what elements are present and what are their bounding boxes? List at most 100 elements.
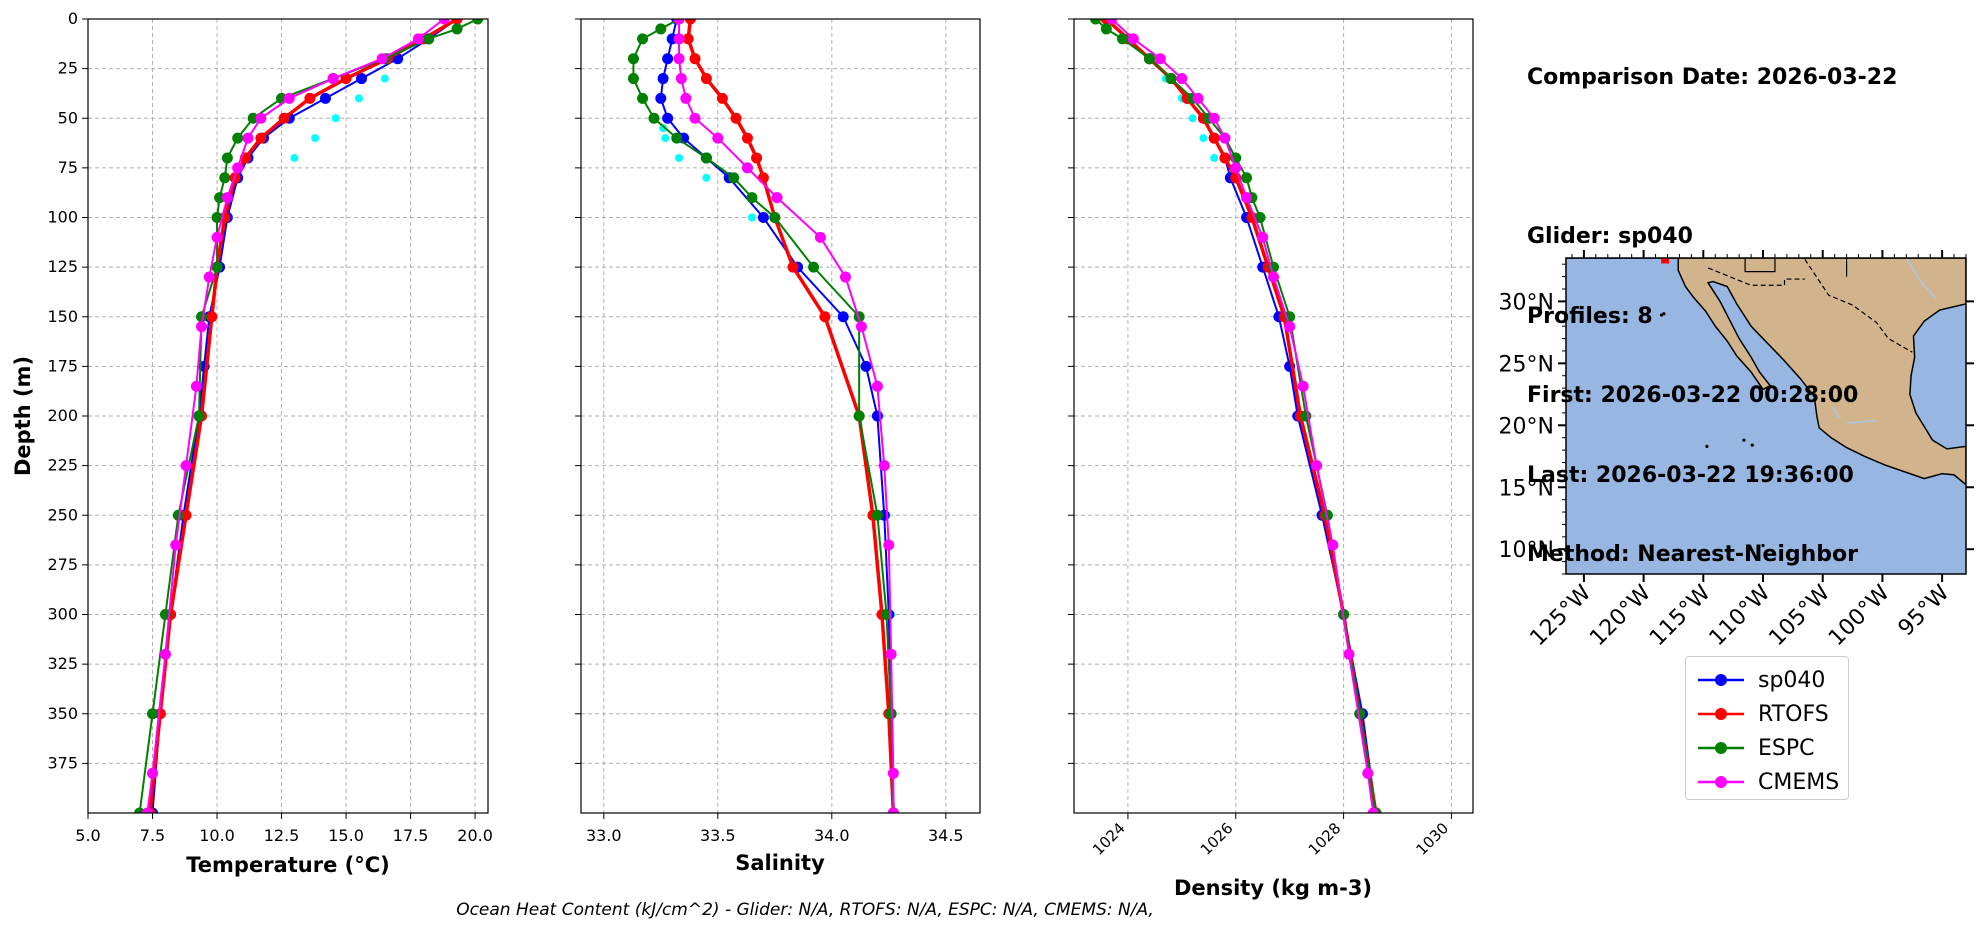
y-tick-label: 375 — [47, 753, 78, 772]
data-point-rtofs — [751, 152, 763, 164]
data-point-cmems — [1154, 53, 1166, 65]
legend-swatch-espc — [1698, 742, 1744, 754]
data-point-rtofs — [757, 172, 769, 184]
data-point-cmems — [887, 807, 899, 813]
first-time: First: 2026-03-22 00:28:00 — [1527, 383, 1859, 408]
map-lat-label: 30°N — [1499, 290, 1554, 315]
x-tick-label: 12.5 — [264, 826, 300, 845]
data-point-cmems — [887, 767, 899, 779]
data-point-rtofs — [206, 311, 218, 323]
salinity-panel: 33.0 33.5 34.0 34.5 Salinity — [575, 18, 981, 875]
map-lon-label: 95°W — [1894, 580, 1955, 641]
series-group — [1090, 19, 1382, 813]
data-point-espc — [637, 92, 649, 104]
data-point-cmems — [673, 53, 685, 65]
y-tick-label: 200 — [47, 406, 78, 425]
x-tick-label: 20.0 — [457, 826, 493, 845]
island — [1705, 444, 1709, 448]
data-point-cmems — [1362, 767, 1374, 779]
data-point-cmems — [814, 231, 826, 243]
data-point-cmems — [1297, 380, 1309, 392]
data-point-sp040 — [356, 73, 368, 85]
x-tick-label: 15.0 — [328, 826, 364, 845]
data-point-glider-cast — [290, 153, 299, 162]
legend-label-cmems: CMEMS — [1758, 769, 1840, 795]
island — [1750, 443, 1754, 447]
y-tick-label: 25 — [58, 59, 78, 78]
data-point-espc — [1241, 172, 1253, 184]
data-point-cmems — [680, 92, 692, 104]
data-point-glider-cast — [748, 213, 756, 222]
data-point-cmems — [673, 19, 685, 25]
data-point-cmems — [855, 321, 867, 333]
data-point-espc — [1254, 212, 1266, 223]
profile-count: Profiles: 8 — [1527, 303, 1653, 329]
x-tick-label: 1024 — [1089, 819, 1129, 859]
glider-name: Glider: sp040 — [1527, 224, 1693, 249]
legend-swatch-rtofs — [1698, 708, 1744, 720]
x-tick-label: 33.0 — [586, 826, 622, 845]
island — [1761, 543, 1765, 548]
y-tick-label: 50 — [58, 108, 78, 127]
data-point-cmems — [1127, 33, 1139, 45]
data-point-cmems — [203, 271, 215, 283]
map-lat-label: 20°N — [1499, 414, 1554, 439]
data-point-espc — [648, 112, 660, 124]
data-point-cmems — [1106, 19, 1118, 25]
x-tick-label: 33.5 — [700, 826, 736, 845]
data-point-cmems — [1284, 321, 1296, 333]
data-point-rtofs — [451, 19, 463, 25]
spacer — [1527, 145, 1897, 172]
data-point-rtofs — [716, 92, 728, 104]
data-point-cmems — [376, 53, 388, 65]
data-point-rtofs — [741, 132, 753, 144]
data-point-cmems — [871, 380, 883, 392]
method: Method: Nearest-Neighbor — [1527, 542, 1858, 567]
x-axis-label: Density (kg m-3) — [1174, 876, 1372, 900]
data-point-espc — [700, 152, 712, 164]
data-point-cmems — [255, 112, 267, 124]
data-point-rtofs — [1208, 132, 1220, 144]
legend-entry-rtofs: RTOFS — [1696, 699, 1829, 729]
data-point-rtofs — [700, 73, 712, 85]
data-point-espc — [451, 23, 463, 35]
series-group — [627, 19, 899, 813]
data-point-espc — [219, 172, 231, 184]
x-tick-label: 1028 — [1305, 819, 1345, 859]
data-point-glider-cast — [331, 114, 340, 123]
legend-swatch-sp040 — [1698, 674, 1744, 686]
data-point-espc — [247, 112, 259, 124]
y-tick-label: 125 — [47, 257, 78, 276]
data-point-espc — [728, 172, 740, 184]
data-point-glider-cast — [380, 74, 389, 83]
density-panel: 1024 1026 1028 1030 Density (kg m-3) — [1068, 18, 1474, 900]
data-point-espc — [214, 192, 226, 204]
data-point-cmems — [147, 767, 159, 779]
series-group — [134, 19, 484, 813]
data-point-rtofs — [278, 112, 290, 124]
data-point-rtofs — [684, 19, 696, 25]
data-point-espc — [871, 509, 883, 521]
y-tick-label: 300 — [47, 605, 78, 624]
data-point-sp040 — [655, 92, 667, 104]
data-point-cmems — [1268, 271, 1279, 283]
data-point-cmems — [1241, 192, 1253, 204]
data-point-rtofs — [689, 53, 701, 65]
series-line-cmems — [146, 19, 445, 813]
data-point-sp040 — [662, 112, 674, 124]
x-axis-label: Salinity — [735, 851, 825, 875]
data-point-cmems — [327, 73, 339, 85]
data-point-espc — [746, 192, 758, 204]
data-point-glider-cast — [659, 124, 668, 133]
map-lat-label: 15°N — [1499, 476, 1554, 501]
data-point-cmems — [170, 539, 182, 551]
data-point-cmems — [221, 192, 233, 204]
data-point-cmems — [885, 648, 897, 660]
legend-entry-sp040: sp040 — [1696, 665, 1825, 695]
y-tick-label: 350 — [47, 704, 78, 723]
data-point-cmems — [1230, 162, 1242, 174]
legend-entry-cmems: CMEMS — [1696, 767, 1839, 797]
us-mexico-border — [1804, 258, 1913, 353]
data-point-rtofs — [255, 132, 267, 144]
map-land-group — [1566, 258, 1966, 548]
